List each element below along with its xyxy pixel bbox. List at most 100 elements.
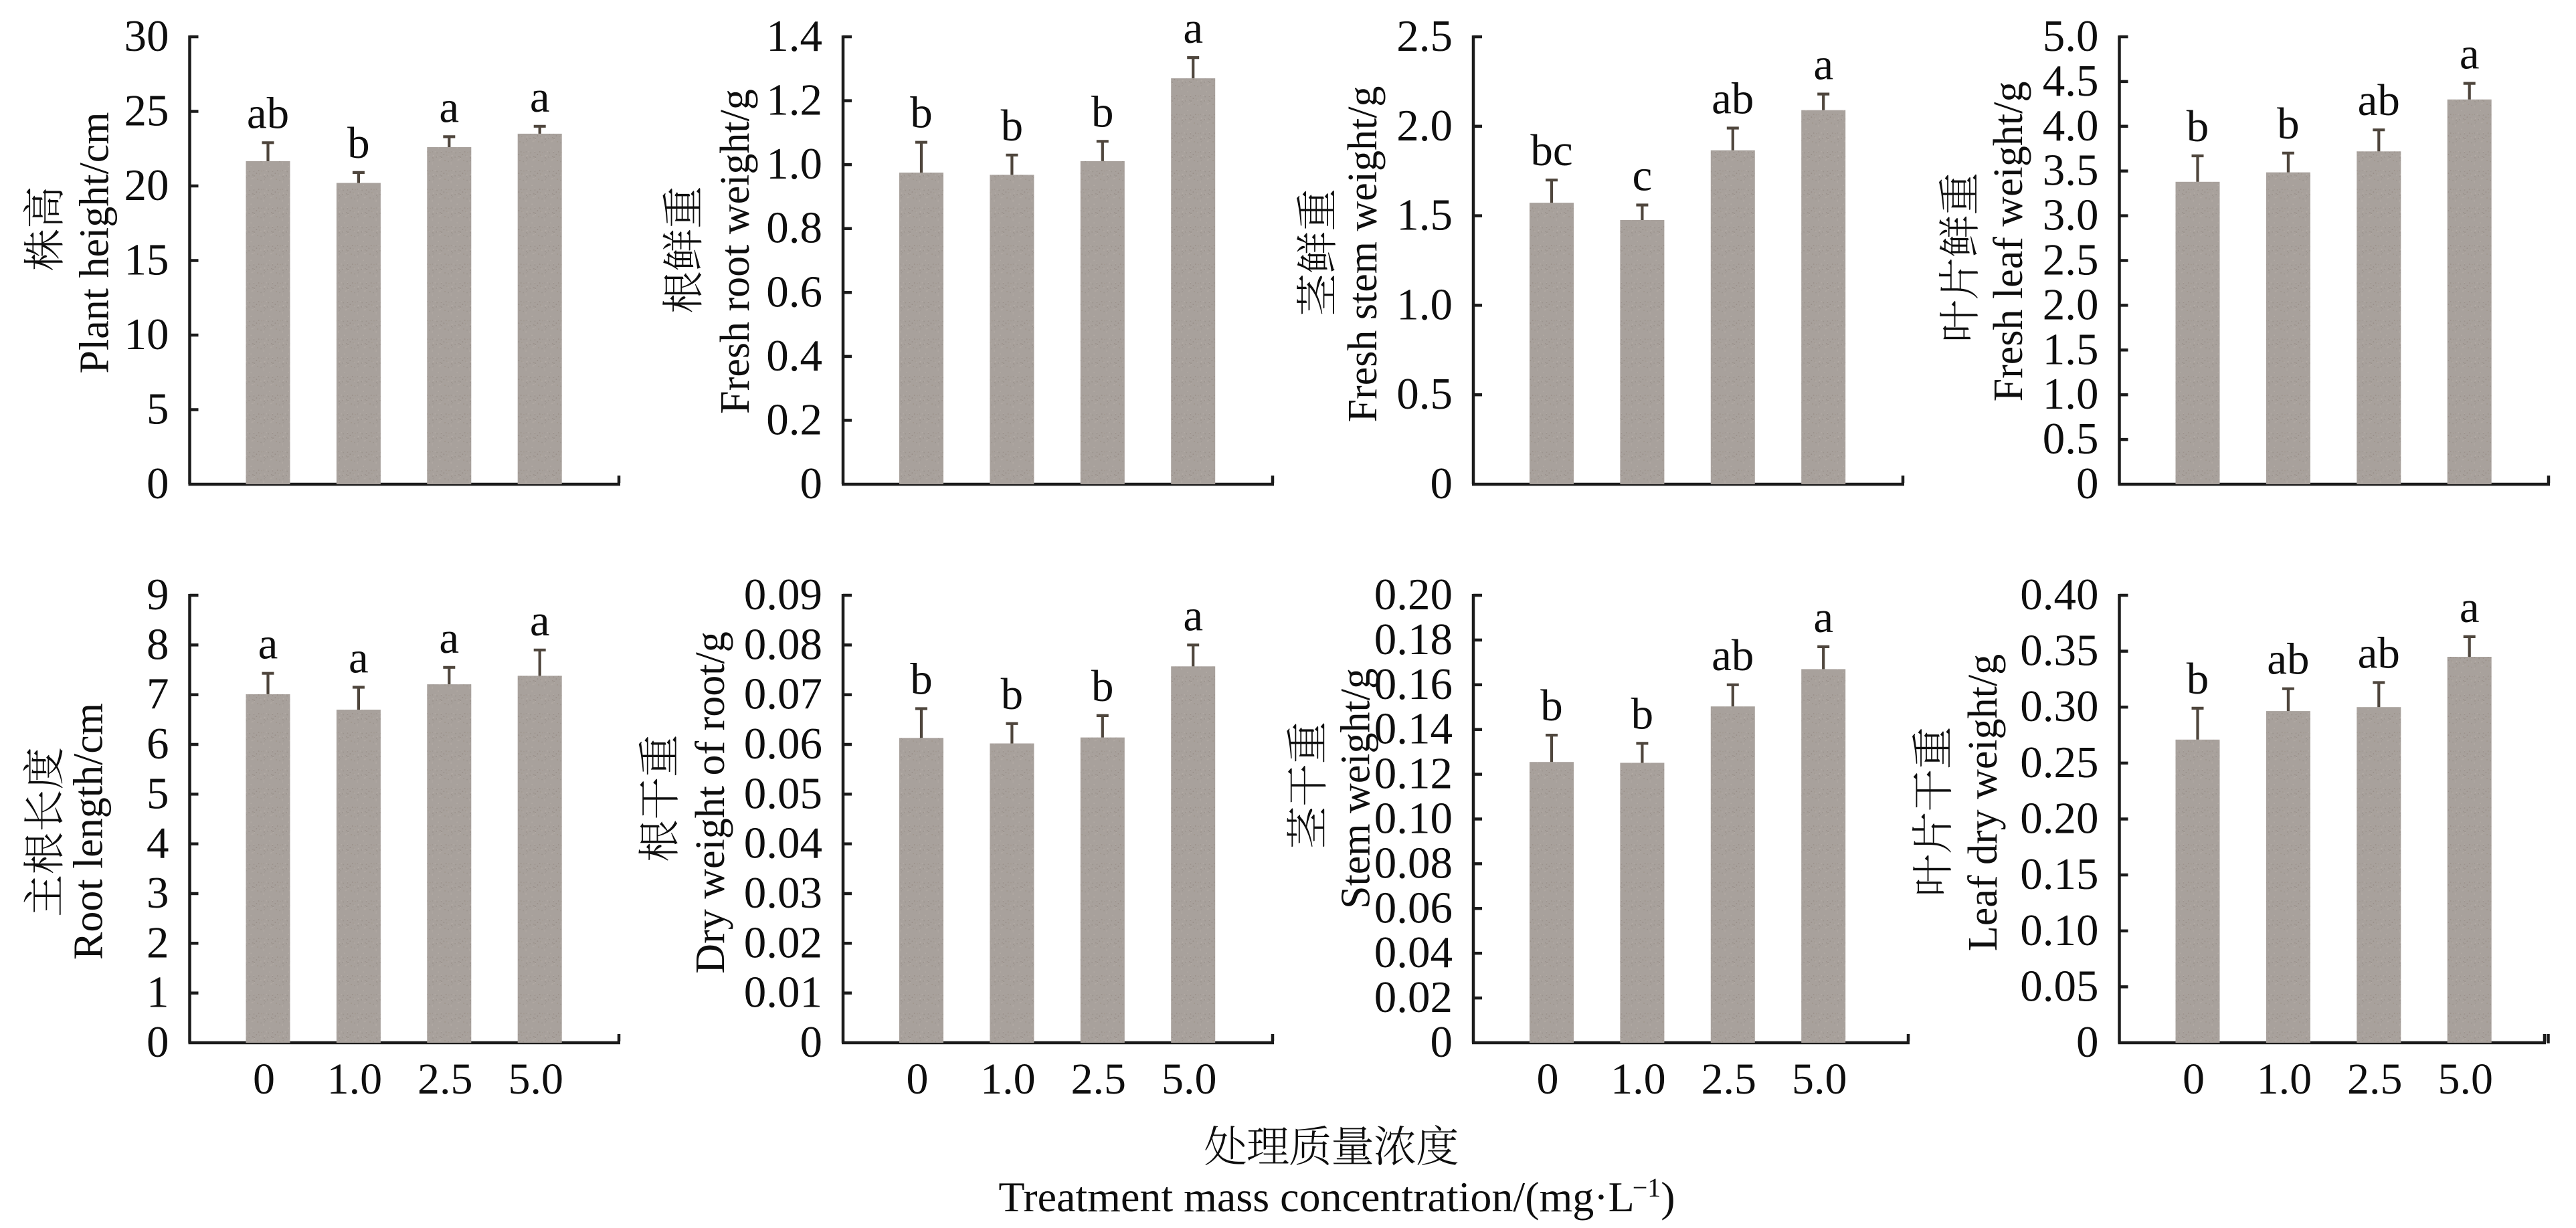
svg-text:3.5: 3.5: [2043, 146, 2099, 195]
svg-text:4.5: 4.5: [2043, 56, 2099, 106]
svg-text:2.0: 2.0: [1396, 101, 1453, 150]
svg-text:0.18: 0.18: [1374, 615, 1453, 664]
svg-text:0.2: 0.2: [766, 395, 822, 444]
svg-text:5.0: 5.0: [2437, 1055, 2493, 1104]
svg-text:0: 0: [2076, 1017, 2099, 1067]
svg-text:0.20: 0.20: [1374, 570, 1453, 619]
svg-text:1.0: 1.0: [1611, 1055, 1666, 1104]
svg-text:20: 20: [124, 161, 169, 210]
svg-text:a: a: [1813, 40, 1833, 90]
svg-text:0: 0: [800, 459, 823, 508]
svg-text:2.5: 2.5: [1071, 1055, 1127, 1104]
svg-text:0.03: 0.03: [744, 868, 822, 918]
svg-text:a: a: [1183, 591, 1203, 640]
svg-text:a: a: [530, 596, 550, 645]
svg-text:b: b: [910, 655, 933, 704]
svg-text:b: b: [910, 88, 933, 138]
svg-text:c: c: [1633, 151, 1653, 201]
svg-text:a: a: [2460, 583, 2480, 632]
svg-text:30: 30: [124, 11, 169, 61]
svg-text:a: a: [439, 82, 459, 132]
svg-text:Dry weight of root/g: Dry weight of root/g: [688, 631, 733, 973]
svg-text:0.09: 0.09: [744, 570, 822, 619]
svg-text:0.01: 0.01: [744, 968, 822, 1017]
svg-text:Stem weight/g: Stem weight/g: [1333, 668, 1379, 909]
svg-text:Treatment mass concentration/(: Treatment mass concentration/(mg·L−1): [998, 1172, 1675, 1221]
svg-text:0.04: 0.04: [1374, 928, 1453, 977]
svg-text:5: 5: [147, 769, 169, 818]
svg-text:3.0: 3.0: [2043, 191, 2099, 240]
svg-text:1.0: 1.0: [766, 139, 822, 189]
svg-text:1.0: 1.0: [980, 1055, 1036, 1104]
svg-text:Root length/cm: Root length/cm: [66, 703, 112, 960]
svg-text:0: 0: [2183, 1055, 2205, 1104]
svg-text:1.0: 1.0: [327, 1055, 383, 1104]
svg-text:5.0: 5.0: [508, 1055, 563, 1104]
svg-text:Fresh leaf weight/g: Fresh leaf weight/g: [1986, 82, 2031, 402]
svg-text:Fresh root weight/g: Fresh root weight/g: [713, 89, 758, 414]
svg-text:0.04: 0.04: [744, 819, 822, 868]
svg-text:0.25: 0.25: [2020, 738, 2098, 787]
svg-text:ab: ab: [2267, 635, 2309, 684]
svg-text:0.15: 0.15: [2020, 849, 2098, 899]
svg-text:0.40: 0.40: [2020, 570, 2098, 619]
svg-text:ab: ab: [1712, 74, 1754, 124]
svg-text:6: 6: [147, 719, 169, 769]
svg-text:0.07: 0.07: [744, 670, 822, 719]
svg-text:8: 8: [147, 619, 169, 669]
svg-text:5.0: 5.0: [2043, 11, 2099, 61]
svg-text:0.16: 0.16: [1374, 659, 1453, 709]
svg-text:0.14: 0.14: [1374, 704, 1453, 754]
svg-text:5.0: 5.0: [1792, 1055, 1847, 1104]
svg-text:0.30: 0.30: [2020, 682, 2098, 731]
svg-text:0.10: 0.10: [1374, 794, 1453, 843]
svg-text:0.35: 0.35: [2020, 626, 2098, 676]
svg-text:1.0: 1.0: [1396, 280, 1453, 329]
svg-text:Leaf dry weight/g: Leaf dry weight/g: [1960, 654, 2006, 951]
svg-text:a: a: [530, 72, 550, 122]
svg-text:Plant height/cm: Plant height/cm: [72, 112, 118, 374]
svg-text:0.10: 0.10: [2020, 906, 2098, 955]
svg-text:0: 0: [907, 1055, 929, 1104]
svg-text:0.5: 0.5: [2043, 414, 2099, 464]
svg-text:a: a: [439, 613, 459, 663]
svg-text:10: 10: [124, 310, 169, 359]
svg-text:Fresh stem weight/g: Fresh stem weight/g: [1340, 86, 1386, 423]
svg-text:0: 0: [147, 459, 169, 508]
svg-text:a: a: [258, 619, 278, 669]
svg-text:0: 0: [800, 1017, 823, 1067]
svg-text:b: b: [2187, 654, 2209, 704]
svg-text:ab: ab: [247, 88, 289, 138]
svg-text:1.0: 1.0: [2257, 1055, 2312, 1104]
svg-text:b: b: [347, 118, 370, 168]
svg-text:1.5: 1.5: [2043, 324, 2099, 374]
svg-text:2.5: 2.5: [418, 1055, 473, 1104]
svg-text:0.8: 0.8: [766, 203, 822, 253]
svg-text:2.5: 2.5: [2043, 235, 2099, 285]
svg-text:1.4: 1.4: [766, 11, 822, 61]
svg-text:0: 0: [2076, 459, 2099, 508]
svg-text:b: b: [2187, 102, 2209, 151]
svg-text:9: 9: [147, 570, 169, 619]
svg-text:a: a: [349, 633, 369, 683]
svg-text:1.2: 1.2: [766, 76, 822, 125]
svg-text:2.5: 2.5: [1701, 1055, 1757, 1104]
svg-text:0.05: 0.05: [2020, 961, 2098, 1011]
svg-text:0.02: 0.02: [1374, 973, 1453, 1022]
svg-text:0.4: 0.4: [766, 331, 822, 381]
svg-text:0: 0: [1431, 459, 1453, 508]
svg-text:a: a: [2460, 29, 2480, 79]
svg-text:0.05: 0.05: [744, 769, 822, 818]
svg-text:a: a: [1183, 3, 1203, 53]
svg-text:0.12: 0.12: [1374, 749, 1453, 799]
svg-text:b: b: [2277, 99, 2300, 148]
svg-text:0.06: 0.06: [1374, 883, 1453, 932]
svg-text:7: 7: [147, 670, 169, 719]
svg-text:2.0: 2.0: [2043, 280, 2099, 329]
svg-text:25: 25: [124, 86, 169, 136]
svg-text:0.5: 0.5: [1396, 369, 1453, 419]
svg-text:b: b: [1631, 689, 1654, 738]
svg-text:5.0: 5.0: [1162, 1055, 1217, 1104]
svg-text:b: b: [1001, 670, 1024, 719]
svg-text:1.0: 1.0: [2043, 369, 2099, 419]
